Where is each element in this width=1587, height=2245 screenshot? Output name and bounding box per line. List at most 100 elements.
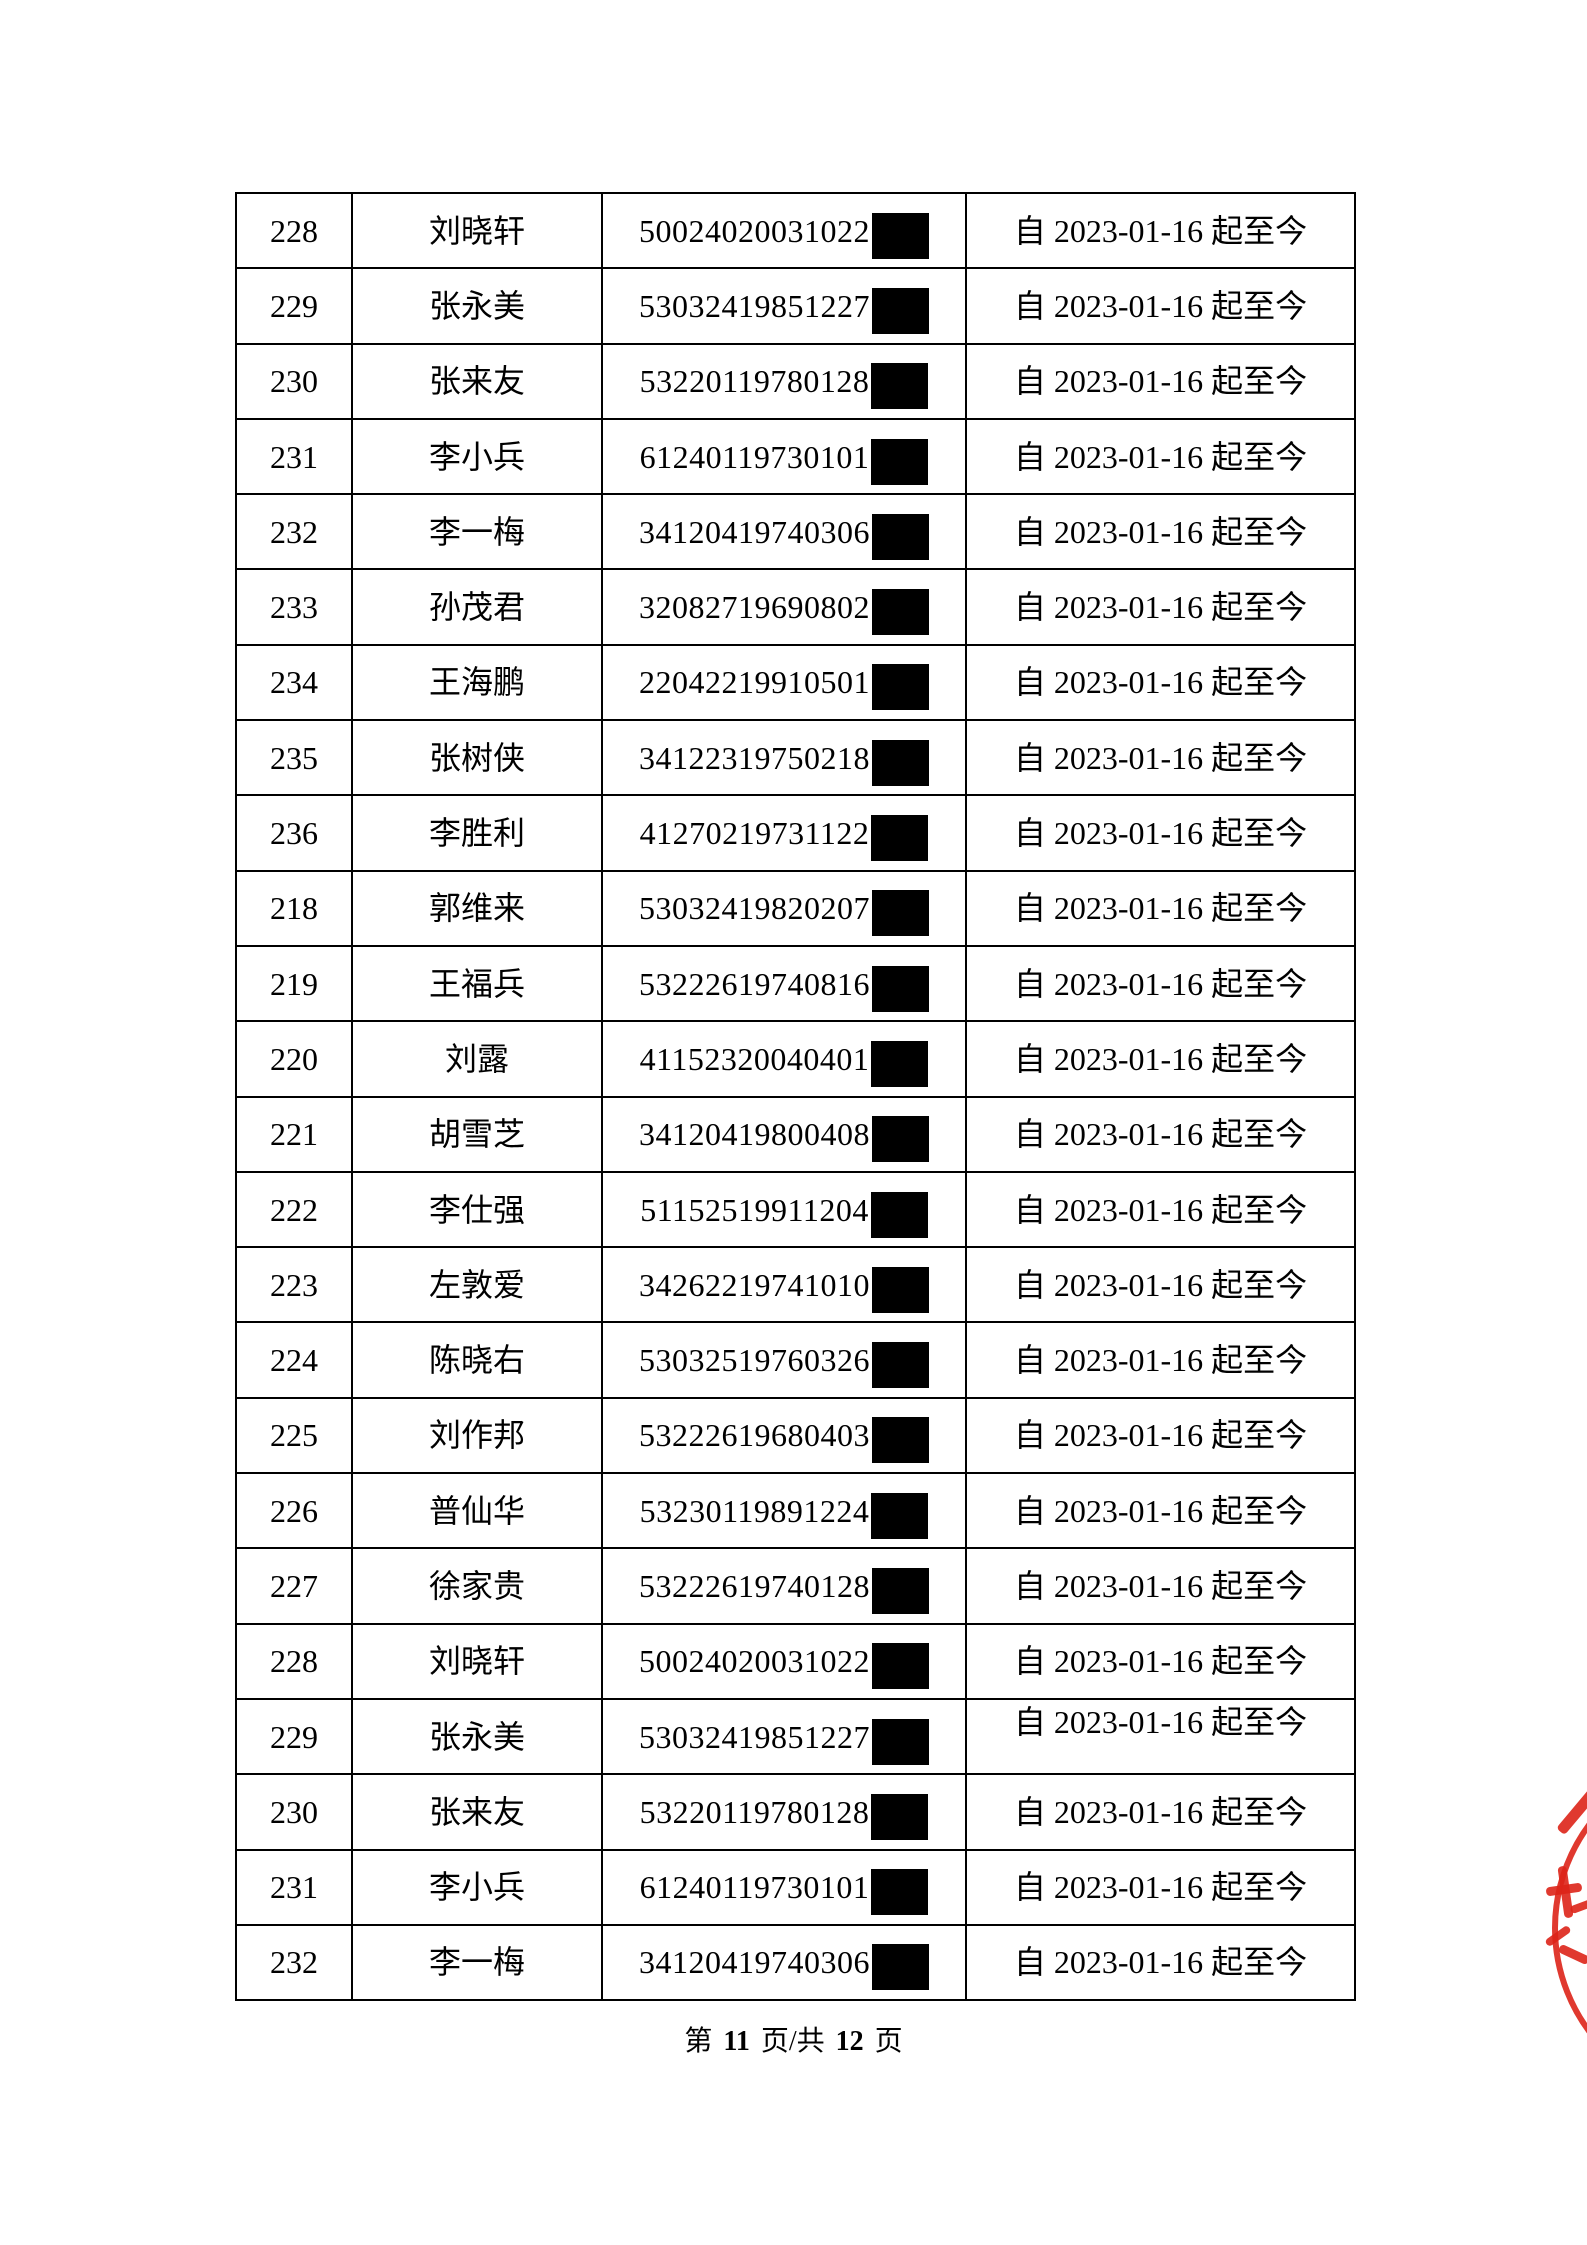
table-row: 223 左敦爱 34262219741010 自 2023-01-16 起至今 — [237, 1248, 1356, 1324]
redaction-box — [872, 1944, 929, 1991]
table-row: 228 刘晓轩 50024020031022 自 2023-01-16 起至今 — [237, 194, 1356, 270]
table-row: 235 张树侠 34122319750218 自 2023-01-16 起至今 — [237, 721, 1356, 797]
id-number: 34120419800408 — [639, 1116, 870, 1153]
table-row: 224 陈晓右 53032519760326 自 2023-01-16 起至今 — [237, 1323, 1356, 1399]
row-number: 218 — [270, 890, 318, 927]
validity-text: 自 2023-01-16 起至今 — [1013, 1040, 1308, 1077]
id-number: 53032519760326 — [639, 1342, 870, 1379]
redaction-box — [872, 1417, 929, 1464]
person-name: 刘晓轩 — [428, 1643, 525, 1680]
person-name: 徐家贵 — [428, 1567, 525, 1604]
id-number: 34122319750218 — [639, 739, 870, 776]
row-number: 228 — [270, 212, 318, 249]
redaction-box — [872, 1116, 929, 1163]
person-name: 左敦爱 — [428, 1266, 525, 1303]
validity-text: 自 2023-01-16 起至今 — [1013, 1266, 1308, 1303]
id-number: 53220119780128 — [639, 1793, 870, 1830]
table-row: 221 胡雪芝 34120419800408 自 2023-01-16 起至今 — [237, 1097, 1356, 1173]
row-number: 236 — [270, 815, 318, 852]
table-row: 222 李仕强 51152519911204 自 2023-01-16 起至今 — [237, 1172, 1356, 1249]
redaction-box — [871, 1869, 929, 1916]
person-name: 孙茂君 — [428, 589, 525, 626]
id-number: 34120419740306 — [639, 1944, 870, 1981]
redaction-box — [870, 1191, 928, 1238]
person-name: 普仙华 — [428, 1492, 525, 1529]
validity-text: 自 2023-01-16 起至今 — [1013, 513, 1308, 550]
id-number: 53222619740816 — [639, 965, 870, 1002]
row-number: 221 — [270, 1116, 318, 1153]
validity-text: 自 2023-01-16 起至今 — [1013, 965, 1308, 1002]
validity-text: 自 2023-01-16 起至今 — [1013, 1342, 1308, 1379]
footer-suffix: 页 — [874, 2026, 903, 2057]
table-row: 229 张永美 53032419851227 自 2023-01-16 起至今 — [237, 1699, 1356, 1776]
row-number: 227 — [270, 1567, 318, 1604]
table-row: 231 李小兵 61240119730101 自 2023-01-16 起至今 — [237, 419, 1356, 496]
redaction-box — [871, 438, 929, 485]
validity-text: 自 2023-01-16 起至今 — [1013, 438, 1308, 475]
seal-stroke — [1557, 1943, 1587, 1966]
id-number: 51152519911204 — [640, 1191, 869, 1228]
person-name: 李小兵 — [428, 438, 525, 475]
id-number: 34262219741010 — [639, 1266, 870, 1303]
row-number: 225 — [270, 1417, 318, 1454]
validity-text: 自 2023-01-16 起至今 — [1013, 1191, 1308, 1228]
total-page-number: 12 — [835, 2026, 864, 2057]
person-name: 刘作邦 — [428, 1417, 525, 1454]
validity-text: 自 2023-01-16 起至今 — [1013, 890, 1308, 927]
row-number: 232 — [270, 513, 318, 550]
validity-text: 自 2023-01-16 起至今 — [1013, 739, 1308, 776]
table-row: 231 李小兵 61240119730101 自 2023-01-16 起至今 — [237, 1850, 1356, 1926]
validity-text: 自 2023-01-16 起至今 — [1013, 1417, 1308, 1454]
row-number: 222 — [270, 1191, 318, 1228]
id-number: 22042219910501 — [639, 664, 870, 701]
table-row: 229 张永美 53032419851227 自 2023-01-16 起至今 — [237, 269, 1356, 345]
seal-arc — [1552, 1782, 1587, 2050]
redaction-box — [872, 890, 929, 937]
id-number: 53032419851227 — [639, 1718, 870, 1755]
redaction-box — [872, 1643, 929, 1690]
validity-text: 自 2023-01-16 起至今 — [1013, 287, 1308, 324]
row-number: 234 — [270, 664, 318, 701]
validity-text: 自 2023-01-16 起至今 — [1013, 1703, 1308, 1740]
person-name: 张永美 — [428, 287, 525, 324]
redaction-box — [871, 815, 929, 862]
footer-prefix: 第 — [684, 2026, 713, 2057]
person-name: 刘露 — [444, 1040, 509, 1077]
validity-text: 自 2023-01-16 起至今 — [1013, 1116, 1308, 1153]
person-name: 王海鹏 — [428, 664, 525, 701]
person-name: 胡雪芝 — [428, 1116, 525, 1153]
row-number: 235 — [270, 739, 318, 776]
row-number: 233 — [270, 589, 318, 626]
validity-text: 自 2023-01-16 起至今 — [1013, 363, 1308, 400]
person-name: 李一梅 — [428, 1944, 525, 1981]
validity-text: 自 2023-01-16 起至今 — [1013, 815, 1308, 852]
person-name: 李小兵 — [428, 1869, 525, 1906]
row-number: 230 — [270, 1793, 318, 1830]
row-number: 219 — [270, 965, 318, 1002]
table-row: 220 刘露 41152320040401 自 2023-01-16 起至今 — [237, 1022, 1356, 1098]
table-body: 228 刘晓轩 50024020031022 自 2023-01-16 起至今 … — [237, 194, 1356, 2002]
redaction-box — [871, 1040, 929, 1087]
seal-stroke — [1569, 1897, 1587, 1915]
redaction-box — [872, 1266, 929, 1313]
person-name: 李仕强 — [428, 1191, 525, 1228]
footer-separator: 页/共 — [760, 2026, 825, 2057]
row-number: 231 — [270, 438, 318, 475]
table-row: 225 刘作邦 53222619680403 自 2023-01-16 起至今 — [237, 1398, 1356, 1475]
person-name: 陈晓右 — [428, 1342, 525, 1379]
validity-text: 自 2023-01-16 起至今 — [1013, 212, 1308, 249]
person-name: 张来友 — [428, 1793, 525, 1830]
redaction-box — [872, 589, 929, 636]
red-seal-stamp-icon — [1544, 1782, 1587, 2050]
id-number: 53032419820207 — [639, 890, 870, 927]
person-name: 张来友 — [428, 363, 525, 400]
person-name: 刘晓轩 — [428, 212, 525, 249]
validity-text: 自 2023-01-16 起至今 — [1013, 1567, 1308, 1604]
redaction-box — [872, 739, 929, 786]
validity-text: 自 2023-01-16 起至今 — [1013, 1944, 1308, 1981]
row-number: 232 — [270, 1944, 318, 1981]
person-name: 郭维来 — [428, 890, 525, 927]
id-number: 32082719690802 — [639, 589, 870, 626]
validity-text: 自 2023-01-16 起至今 — [1013, 664, 1308, 701]
